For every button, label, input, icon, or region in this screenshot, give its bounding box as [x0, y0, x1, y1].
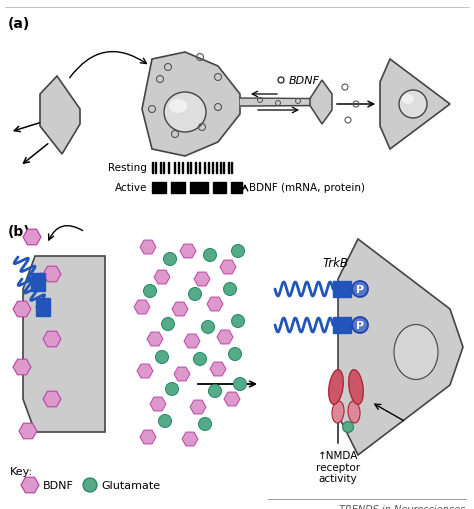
Bar: [160, 162, 162, 173]
Text: BDNF (mRNA, protein): BDNF (mRNA, protein): [249, 183, 365, 192]
Text: BDNF: BDNF: [289, 76, 320, 86]
Text: P: P: [356, 320, 364, 330]
Ellipse shape: [203, 249, 217, 262]
Ellipse shape: [228, 348, 241, 361]
Polygon shape: [338, 240, 463, 455]
Ellipse shape: [158, 415, 172, 428]
Bar: [199, 162, 201, 173]
Ellipse shape: [169, 100, 187, 114]
Bar: [31, 273, 45, 292]
Ellipse shape: [332, 401, 344, 423]
Ellipse shape: [83, 478, 97, 492]
Polygon shape: [23, 257, 105, 432]
Text: TRENDS in Neurosciences: TRENDS in Neurosciences: [339, 504, 465, 509]
Bar: [216, 162, 218, 173]
Ellipse shape: [165, 383, 179, 395]
Polygon shape: [142, 53, 240, 157]
Bar: [190, 162, 191, 173]
Bar: [228, 162, 229, 173]
Ellipse shape: [231, 315, 245, 328]
Ellipse shape: [199, 418, 211, 431]
Text: Key:: Key:: [10, 466, 33, 476]
Text: TrkB: TrkB: [323, 257, 349, 269]
Ellipse shape: [343, 421, 354, 433]
Bar: [155, 162, 156, 173]
Ellipse shape: [349, 370, 364, 405]
Bar: [208, 162, 210, 173]
Ellipse shape: [164, 253, 176, 266]
Ellipse shape: [224, 283, 237, 296]
Bar: [152, 182, 166, 193]
Ellipse shape: [394, 325, 438, 380]
Ellipse shape: [193, 353, 207, 366]
Text: Resting: Resting: [108, 163, 147, 173]
Bar: [333, 318, 351, 333]
Ellipse shape: [144, 285, 156, 298]
Polygon shape: [40, 77, 80, 155]
Bar: [182, 162, 183, 173]
Bar: [168, 162, 170, 173]
Ellipse shape: [155, 351, 168, 364]
Ellipse shape: [328, 370, 343, 405]
Bar: [231, 182, 242, 193]
Text: (a): (a): [8, 17, 30, 31]
Text: P: P: [356, 285, 364, 294]
Bar: [190, 182, 208, 193]
Ellipse shape: [402, 95, 414, 105]
Ellipse shape: [399, 91, 427, 119]
Text: BDNF: BDNF: [43, 480, 74, 490]
Bar: [333, 281, 351, 297]
Bar: [187, 162, 189, 173]
Ellipse shape: [352, 318, 368, 333]
Ellipse shape: [348, 401, 360, 423]
Bar: [204, 162, 206, 173]
Ellipse shape: [189, 288, 201, 301]
Bar: [195, 162, 197, 173]
Text: Active: Active: [115, 183, 147, 192]
Bar: [152, 162, 154, 173]
Bar: [213, 182, 226, 193]
Ellipse shape: [231, 245, 245, 258]
Polygon shape: [310, 81, 332, 125]
Ellipse shape: [209, 385, 221, 398]
Bar: [223, 162, 225, 173]
Ellipse shape: [162, 318, 174, 331]
Ellipse shape: [234, 378, 246, 391]
Bar: [178, 162, 180, 173]
Bar: [171, 182, 185, 193]
Polygon shape: [380, 60, 450, 150]
Bar: [231, 162, 233, 173]
Text: Glutamate: Glutamate: [101, 480, 160, 490]
Ellipse shape: [352, 281, 368, 297]
Bar: [163, 162, 164, 173]
Bar: [36, 298, 50, 317]
Bar: [174, 162, 175, 173]
Bar: [212, 162, 213, 173]
Bar: [220, 162, 221, 173]
Ellipse shape: [164, 93, 206, 133]
Ellipse shape: [201, 321, 215, 334]
Text: ↑NMDA
receptor
activity: ↑NMDA receptor activity: [316, 450, 360, 483]
Text: (b): (b): [8, 224, 31, 239]
